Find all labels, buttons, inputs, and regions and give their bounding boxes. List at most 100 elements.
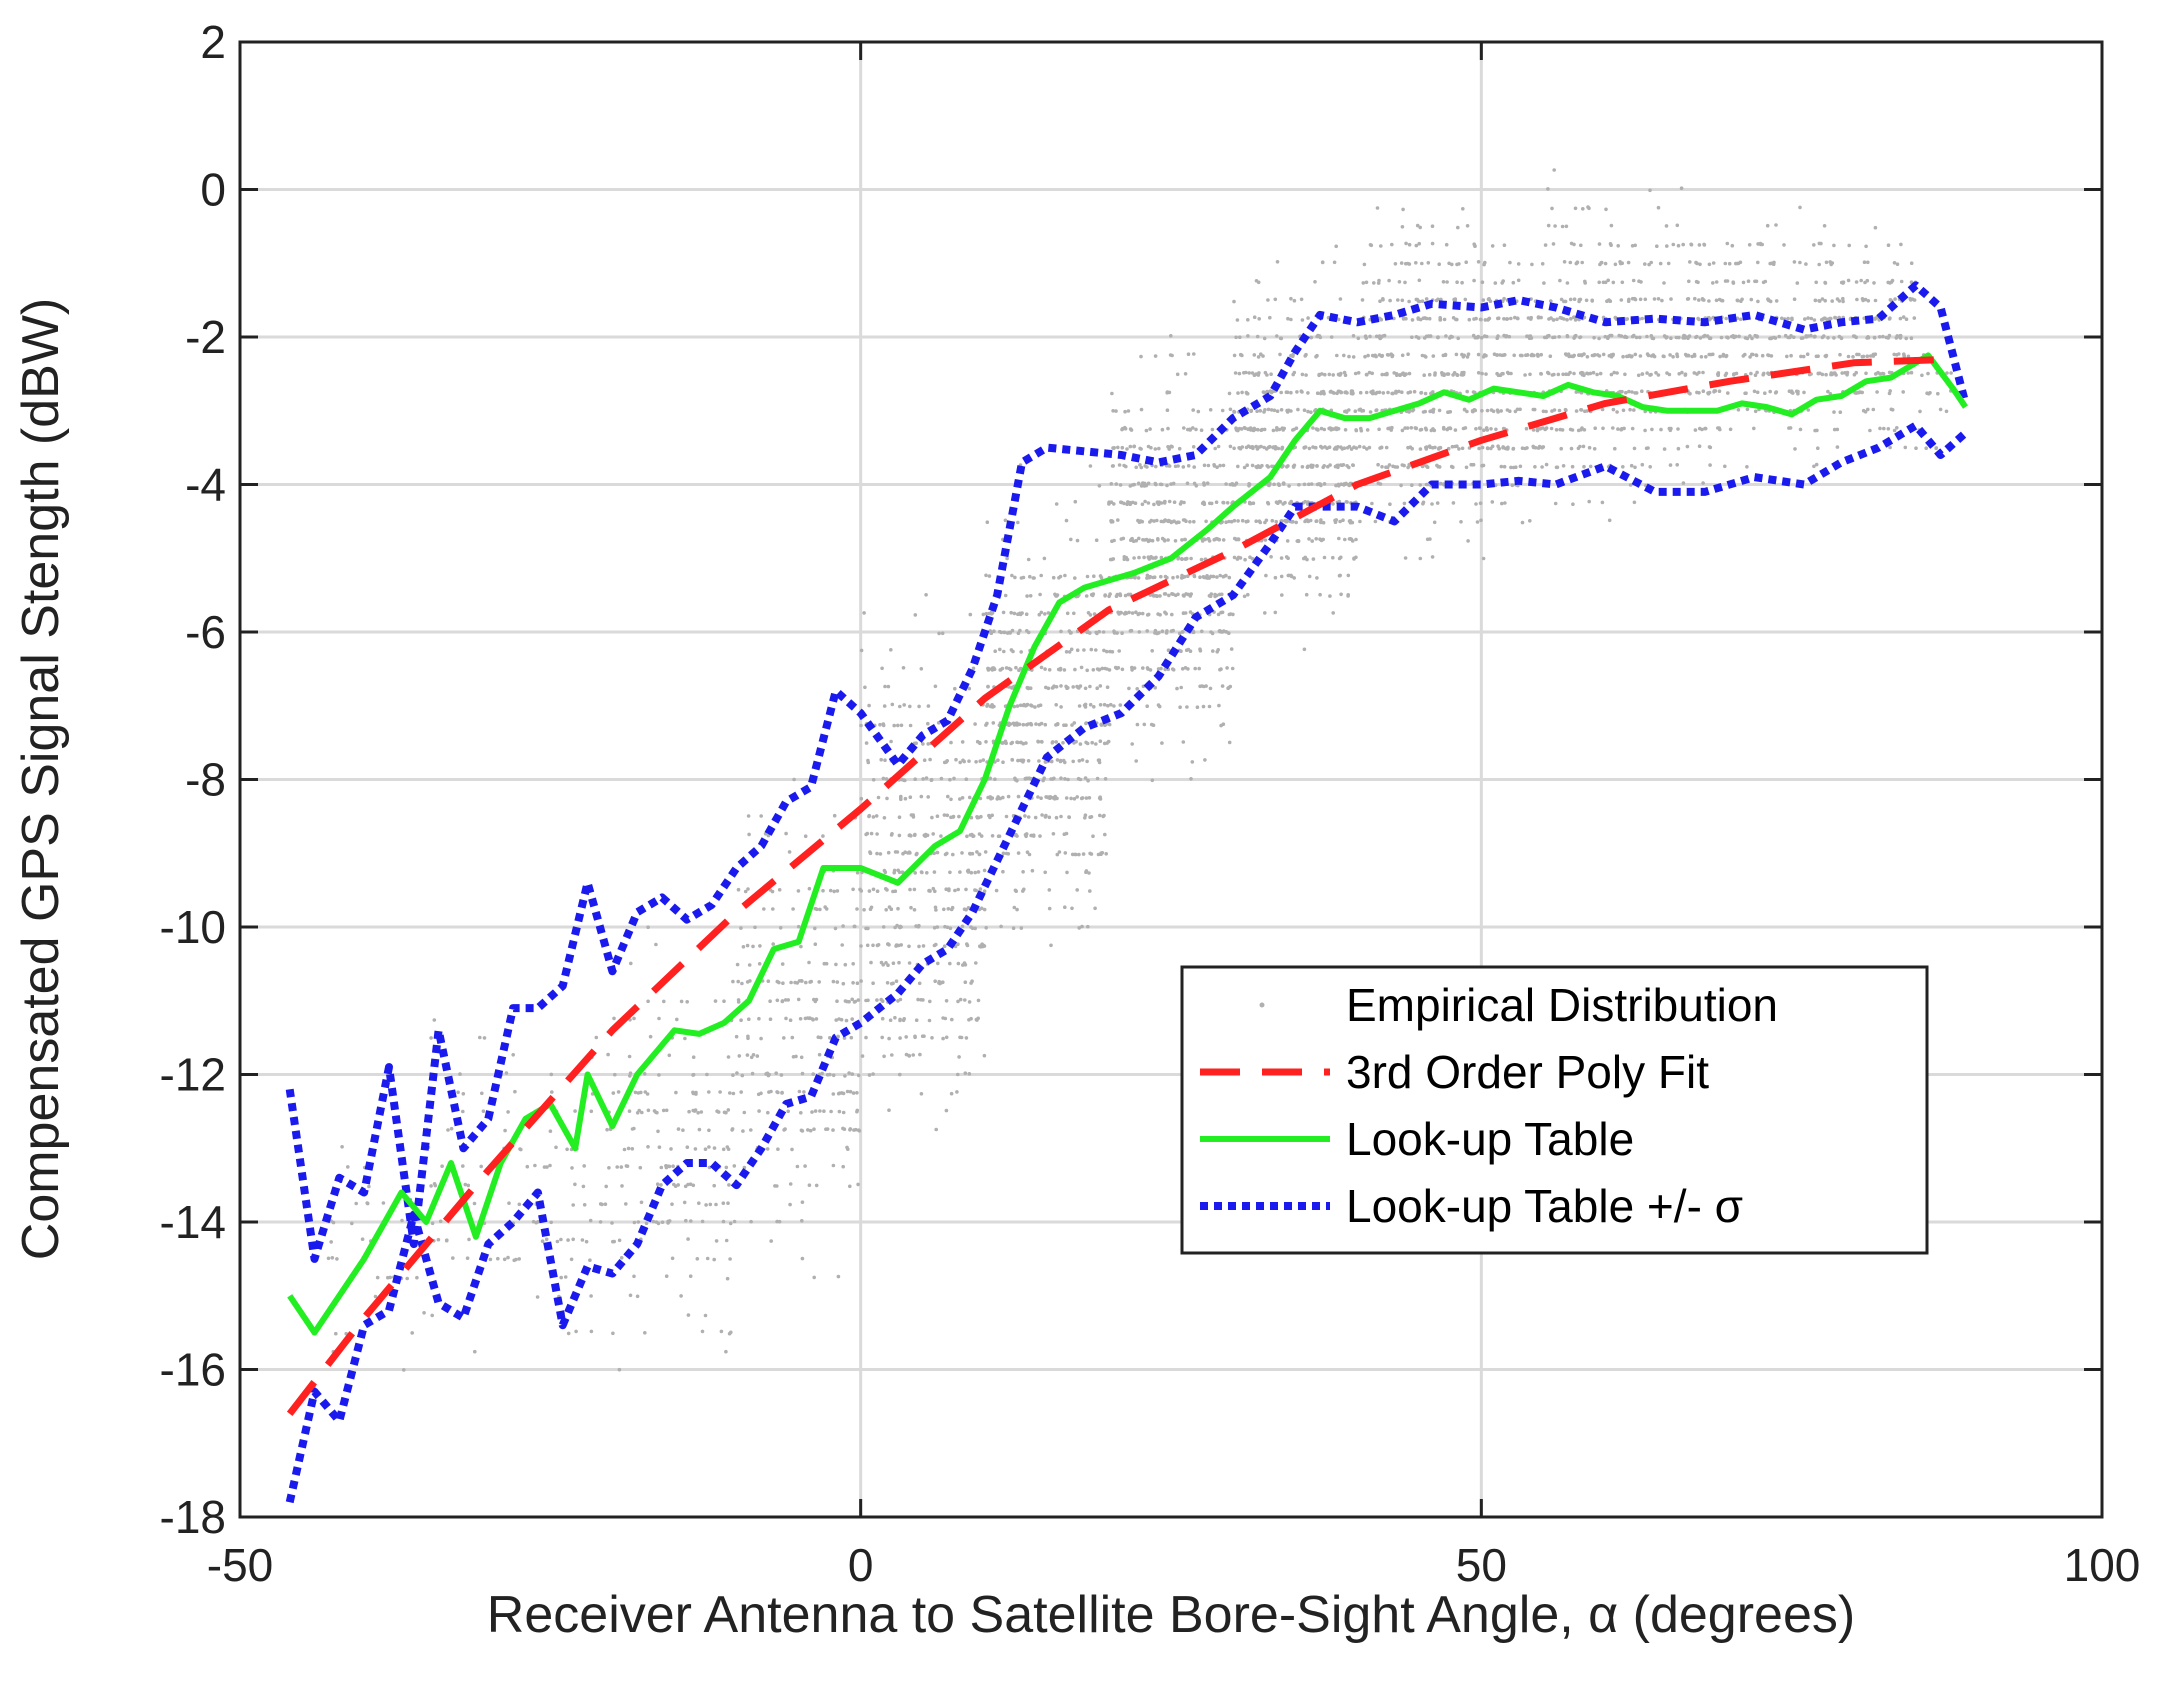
scatter-point	[1285, 410, 1290, 414]
scatter-point	[886, 963, 890, 967]
scatter-point	[1531, 444, 1535, 449]
scatter-point	[755, 1054, 760, 1058]
scatter-point	[584, 1239, 589, 1244]
scatter-point	[1787, 426, 1791, 430]
scatter-point	[1230, 666, 1235, 671]
scatter-point	[1476, 260, 1481, 264]
scatter-point	[1550, 409, 1554, 413]
scatter-point	[1334, 244, 1338, 249]
scatter-point	[1236, 464, 1240, 469]
scatter-point	[1335, 353, 1339, 358]
scatter-point	[1346, 594, 1350, 598]
scatter-point	[1171, 628, 1175, 633]
scatter-point	[1010, 757, 1014, 762]
scatter-point	[1489, 427, 1493, 431]
scatter-point	[1823, 280, 1827, 285]
scatter-point	[939, 776, 944, 781]
scatter-point	[1331, 502, 1335, 506]
scatter-point	[1017, 722, 1022, 727]
scatter-point	[1795, 281, 1800, 285]
scatter-point	[1484, 426, 1489, 430]
scatter-point	[898, 704, 902, 709]
scatter-point	[1386, 390, 1390, 395]
scatter-point	[1319, 518, 1323, 522]
scatter-point	[1006, 794, 1011, 799]
scatter-point	[1163, 592, 1168, 596]
scatter-point	[955, 1090, 959, 1094]
scatter-point	[1232, 410, 1237, 414]
scatter-point	[794, 1054, 798, 1059]
scatter-point	[1508, 409, 1512, 414]
scatter-point	[1156, 612, 1160, 616]
scatter-point	[1772, 335, 1776, 340]
scatter-point	[1202, 463, 1207, 468]
scatter-point	[746, 1036, 750, 1041]
scatter-point	[1250, 371, 1255, 375]
scatter-point	[1338, 297, 1343, 301]
scatter-point	[1026, 759, 1031, 763]
scatter-point	[1080, 924, 1084, 929]
scatter-point	[1348, 537, 1353, 541]
scatter-point	[963, 980, 968, 984]
scatter-point	[1340, 447, 1345, 451]
scatter-point	[1270, 518, 1275, 523]
scatter-point	[990, 611, 995, 615]
scatter-point	[726, 1201, 730, 1205]
scatter-point	[891, 981, 895, 986]
scatter-point	[1373, 391, 1378, 396]
scatter-point	[1430, 555, 1435, 559]
scatter-point	[1209, 630, 1213, 634]
scatter-point	[1211, 574, 1216, 579]
scatter-point	[639, 1200, 644, 1205]
scatter-point	[1322, 391, 1326, 396]
scatter-point	[1255, 446, 1260, 451]
scatter-point	[1047, 815, 1052, 820]
scatter-point	[1214, 500, 1219, 505]
scatter-point	[628, 1074, 632, 1078]
scatter-point	[1343, 409, 1347, 414]
scatter-point	[951, 852, 955, 857]
scatter-point	[893, 850, 898, 854]
scatter-point	[1159, 482, 1164, 487]
scatter-point	[1368, 334, 1372, 339]
scatter-point	[1899, 279, 1904, 284]
x-tick-label: 100	[2064, 1539, 2141, 1591]
scatter-point	[635, 1294, 640, 1299]
scatter-point	[1232, 518, 1237, 523]
scatter-point	[1724, 371, 1729, 376]
scatter-point	[1279, 574, 1284, 579]
sigma-upper-line	[285, 281, 1970, 1263]
scatter-point	[1634, 335, 1639, 340]
scatter-point	[871, 1072, 875, 1076]
scatter-point	[800, 1219, 804, 1223]
scatter-point	[679, 1294, 683, 1298]
scatter-point	[892, 868, 897, 873]
scatter-point	[632, 1126, 636, 1131]
scatter-point	[1276, 446, 1281, 451]
scatter-point	[1532, 353, 1536, 358]
scatter-point	[1422, 373, 1426, 378]
scatter-point	[1480, 463, 1484, 468]
scatter-point	[1073, 667, 1077, 672]
scatter-point	[958, 997, 963, 1002]
scatter-point	[1364, 390, 1369, 395]
scatter-point	[817, 980, 821, 984]
scatter-point	[1098, 684, 1103, 688]
scatter-point	[1054, 703, 1058, 707]
scatter-point	[841, 1110, 846, 1115]
scatter-point	[446, 1128, 450, 1132]
scatter-point	[1502, 333, 1506, 338]
scatter-point	[740, 981, 744, 986]
scatter-point	[1732, 335, 1736, 340]
scatter-point	[1462, 353, 1466, 358]
scatter-point	[1855, 352, 1859, 357]
scatter-point	[1727, 261, 1732, 266]
scatter-point	[1436, 335, 1440, 340]
scatter-point	[350, 1221, 354, 1226]
scatter-point	[669, 1147, 673, 1151]
scatter-point	[667, 1053, 672, 1058]
scatter-point	[1465, 224, 1470, 228]
scatter-point	[1063, 905, 1067, 909]
scatter-point	[1864, 244, 1868, 249]
scatter-point	[1091, 668, 1096, 672]
